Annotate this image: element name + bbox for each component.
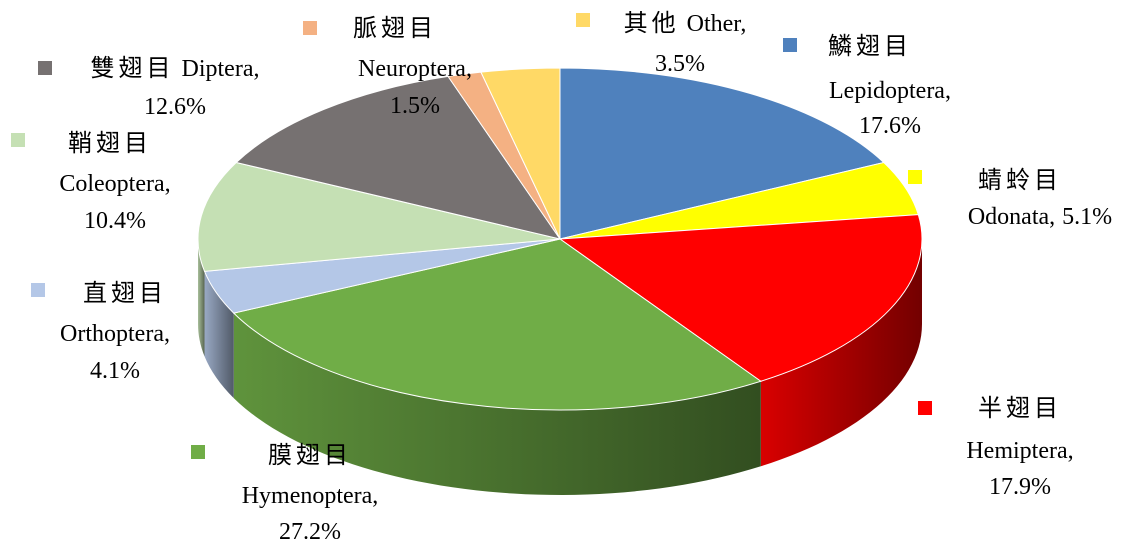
label-part: 27.2% <box>279 519 341 545</box>
label-part: Coleoptera, <box>59 171 170 197</box>
slice-label: Neuroptera, <box>358 56 472 82</box>
legend-swatch <box>31 283 45 297</box>
legend-swatch <box>918 401 932 415</box>
label-part: 雙翅目 <box>91 55 175 82</box>
slice-label: 鞘翅目 <box>68 130 152 157</box>
slice-label: 12.6% <box>144 94 206 120</box>
slice-side <box>204 271 234 399</box>
label-part: 17.9% <box>989 474 1051 500</box>
slice-label: 3.5% <box>655 51 705 77</box>
slice <box>559 67 885 240</box>
slice-label: 17.6% <box>859 113 921 139</box>
label-part: 脈翅目 <box>353 15 437 42</box>
slice-label: 直翅目 <box>83 280 167 307</box>
legend-swatch <box>783 38 797 52</box>
slice-label: 27.2% <box>279 519 341 545</box>
slice-label: 雙翅目 Diptera, <box>91 55 260 82</box>
label-part: 5.1% <box>1062 204 1112 230</box>
label-part: Neuroptera, <box>358 56 472 82</box>
slice <box>232 238 762 411</box>
slice-label: 鱗翅目 <box>828 33 912 60</box>
label-part: 直翅目 <box>83 280 167 307</box>
slice-label: Coleoptera, <box>59 171 170 197</box>
label-part: Lepidoptera, <box>829 78 951 104</box>
label-part: Orthoptera, <box>60 321 170 347</box>
label-part: 10.4% <box>84 208 146 234</box>
label-part: 12.6% <box>144 94 206 120</box>
label-part: Hemiptera, <box>966 438 1073 464</box>
label-part: 4.1% <box>90 358 140 384</box>
label-part: 17.6% <box>859 113 921 139</box>
slice-label: Odonata, 5.1% <box>968 204 1112 230</box>
slice-label: 10.4% <box>84 208 146 234</box>
legend-swatch <box>11 133 25 147</box>
slice-label: 1.5% <box>390 93 440 119</box>
slice-label: 半翅目 <box>978 395 1062 422</box>
slice <box>558 214 923 382</box>
label-part: 半翅目 <box>978 395 1062 422</box>
label-part: 鱗翅目 <box>828 33 912 60</box>
slice-label: 17.9% <box>989 474 1051 500</box>
legend-swatch <box>38 61 52 75</box>
slice-label: Orthoptera, <box>60 321 170 347</box>
label-part: 3.5% <box>655 51 705 77</box>
legend-swatch <box>576 13 590 27</box>
legend-swatch <box>191 445 205 459</box>
legend-swatch <box>908 170 922 184</box>
slice-label: 4.1% <box>90 358 140 384</box>
slice <box>480 67 561 240</box>
slice-side <box>233 313 761 495</box>
label-part: Other, <box>687 11 747 37</box>
label-part: Diptera, <box>182 56 260 82</box>
label-part: 膜翅目 <box>268 442 352 469</box>
label-part: 其他 <box>624 10 680 37</box>
label-part: 1.5% <box>390 93 440 119</box>
slice <box>197 161 561 272</box>
slice-label: Lepidoptera, <box>829 78 951 104</box>
slice-label: 膜翅目 <box>268 442 352 469</box>
slice-label: Hemiptera, <box>966 438 1073 464</box>
slice-label: Hymenoptera, <box>242 483 379 509</box>
slice-label: 脈翅目 <box>353 15 437 42</box>
label-part: Hymenoptera, <box>242 483 379 509</box>
label-part: 蜻蛉目 <box>978 167 1062 194</box>
slice-label: 其他 Other, <box>624 10 747 37</box>
legend-swatch <box>303 21 317 35</box>
slice-label: 蜻蛉目 <box>978 167 1062 194</box>
slice-side <box>760 239 922 467</box>
slice <box>235 75 562 240</box>
label-part: 鞘翅目 <box>68 130 152 157</box>
label-part: Odonata, <box>968 204 1055 230</box>
